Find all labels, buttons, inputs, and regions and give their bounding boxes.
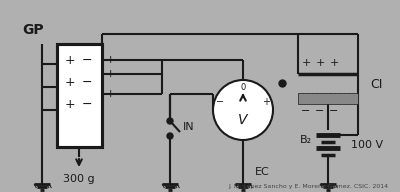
Text: −: − [329, 106, 339, 116]
Circle shape [167, 118, 173, 124]
Text: IN: IN [183, 122, 195, 132]
Text: +: + [65, 98, 75, 111]
Text: J. M. López Sancho y E. Moreno Gómez. CSIC. 2014: J. M. López Sancho y E. Moreno Gómez. CS… [228, 183, 388, 189]
Text: −: − [40, 59, 50, 69]
Text: −: − [40, 82, 50, 92]
Text: +: + [65, 54, 75, 66]
Bar [298, 93, 358, 104]
Text: −: − [40, 105, 50, 115]
Text: +: + [329, 58, 339, 68]
Circle shape [167, 133, 173, 139]
Text: GP: GP [22, 23, 44, 37]
Text: −: − [216, 97, 224, 107]
Text: B₂: B₂ [300, 135, 312, 145]
Text: CI: CI [370, 78, 382, 90]
Text: 100 V: 100 V [351, 140, 383, 150]
Text: +: + [105, 69, 115, 79]
Text: +: + [65, 75, 75, 89]
Text: −: − [82, 54, 92, 66]
Text: +: + [105, 55, 115, 65]
Text: −: − [82, 98, 92, 111]
Text: −: − [301, 106, 311, 116]
Text: +: + [105, 89, 115, 99]
Text: 0: 0 [240, 83, 246, 92]
Text: +: + [301, 58, 311, 68]
Text: +: + [315, 58, 325, 68]
Bar [57, 44, 102, 147]
Text: −: − [315, 106, 325, 116]
Text: EC: EC [255, 167, 270, 177]
Circle shape [213, 80, 273, 140]
Text: 300 g: 300 g [63, 174, 95, 184]
Text: V: V [238, 113, 248, 127]
Text: +: + [262, 97, 270, 107]
Text: −: − [82, 75, 92, 89]
